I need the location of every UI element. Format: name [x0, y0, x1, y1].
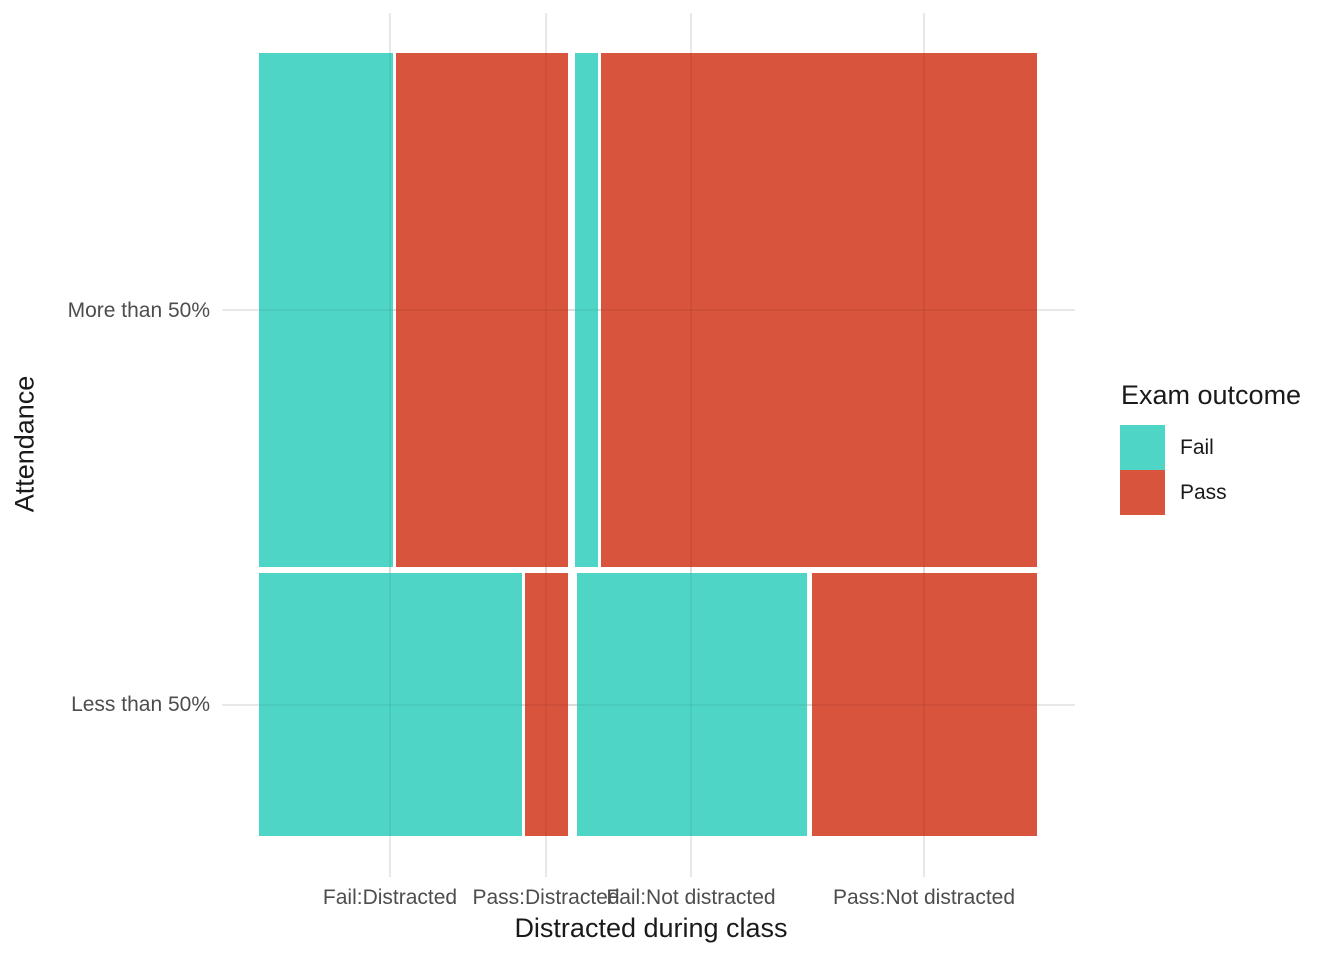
- legend-item-pass: Pass: [1120, 470, 1340, 515]
- y-axis-title: Attendance: [9, 375, 40, 513]
- y-tick-label-more-than-50: More than 50%: [67, 299, 210, 322]
- gridline-overlay-horizontal: [259, 309, 1037, 311]
- x-tick-label-pass-distracted: Pass:Distracted: [472, 886, 620, 909]
- x-tick-label-fail-not-distracted: Fail:Not distracted: [606, 886, 776, 909]
- mosaic-tile-more-than-50-pass-not-distracted: [601, 53, 1037, 567]
- legend-swatch-pass: [1120, 470, 1165, 515]
- legend-swatch-fail: [1120, 425, 1165, 470]
- mosaic-tile-more-than-50-fail-distracted: [259, 53, 393, 567]
- legend-label-pass: Pass: [1180, 480, 1227, 504]
- gridline-overlay-vertical: [389, 53, 391, 836]
- legend-items: Fail Pass: [1120, 425, 1340, 515]
- x-tick-label-pass-not-distracted: Pass:Not distracted: [832, 886, 1016, 909]
- mosaic-tile-more-than-50-fail-not-distracted: [575, 53, 598, 567]
- mosaic-tile-less-than-50-pass-distracted: [525, 573, 568, 836]
- legend-item-fail: Fail: [1120, 425, 1340, 470]
- y-tick-label-less-than-50: Less than 50%: [71, 693, 210, 716]
- mosaic-tile-less-than-50-fail-distracted: [259, 573, 522, 836]
- mosaic-tile-more-than-50-pass-distracted: [396, 53, 568, 567]
- legend-title: Exam outcome: [1121, 380, 1302, 410]
- legend: Exam outcome Fail Pass: [1120, 380, 1340, 515]
- gridline-overlay-horizontal: [259, 704, 1037, 706]
- gridline-overlay-vertical: [545, 53, 547, 836]
- mosaic-tile-less-than-50-fail-not-distracted: [577, 573, 807, 836]
- mosaic-tile-less-than-50-pass-not-distracted: [812, 573, 1037, 836]
- x-axis-title: Distracted during class: [514, 913, 788, 943]
- legend-label-fail: Fail: [1180, 435, 1214, 459]
- x-tick-label-fail-distracted: Fail:Distracted: [322, 886, 458, 909]
- gridline-overlay-vertical: [923, 53, 925, 836]
- gridline-overlay-vertical: [690, 53, 692, 836]
